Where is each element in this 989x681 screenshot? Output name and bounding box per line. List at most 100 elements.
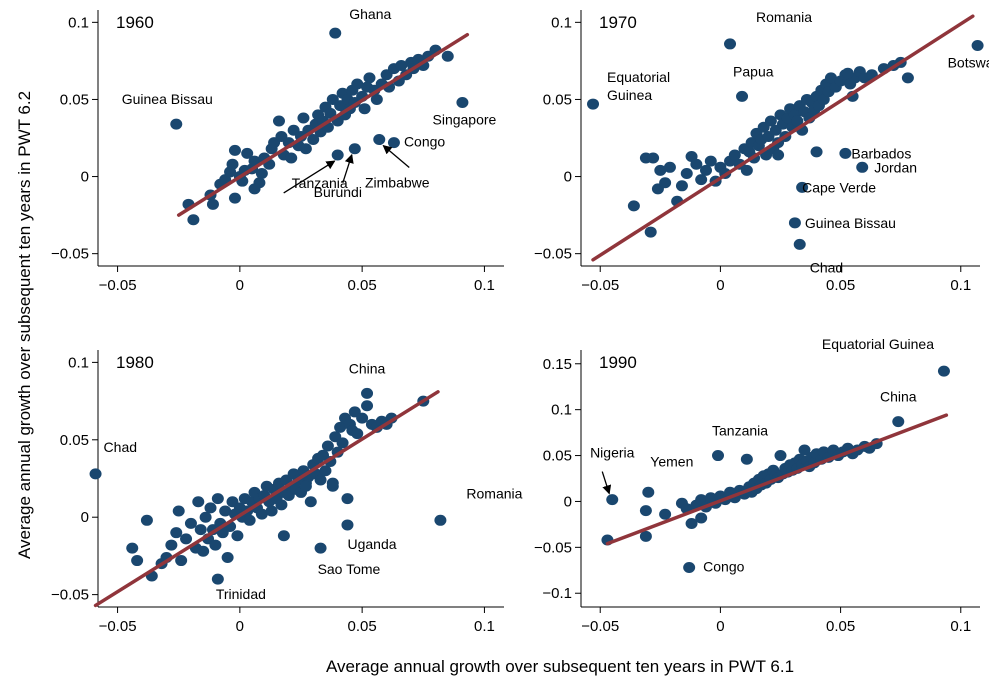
point-label: Burundi xyxy=(314,184,362,200)
point-label: Singapore xyxy=(433,112,497,128)
panel-year: 1960 xyxy=(116,13,154,32)
data-point xyxy=(370,93,383,105)
data-point xyxy=(275,499,288,511)
data-point xyxy=(187,214,200,226)
point-label: Equatorial Guinea xyxy=(822,336,934,352)
data-point xyxy=(277,530,290,542)
data-point xyxy=(675,180,688,192)
labeled-data-point xyxy=(170,118,183,130)
data-point xyxy=(226,158,239,170)
labeled-data-point xyxy=(606,494,619,506)
data-point xyxy=(324,107,337,119)
data-point xyxy=(180,533,193,545)
data-point xyxy=(764,115,777,127)
data-point xyxy=(165,539,178,551)
data-point xyxy=(299,143,312,155)
point-label: Congo xyxy=(703,559,744,575)
data-point xyxy=(272,115,285,127)
x-tick-label: −0.05 xyxy=(581,618,619,635)
labeled-data-point xyxy=(736,90,749,102)
y-tick-label: −0.05 xyxy=(534,539,572,556)
x-tick-label: 0 xyxy=(236,277,244,294)
x-tick-label: 0.05 xyxy=(826,618,855,635)
data-point xyxy=(647,152,660,164)
labeled-data-point xyxy=(341,519,354,531)
data-point xyxy=(184,517,197,529)
data-point xyxy=(243,514,256,526)
data-point xyxy=(131,555,144,567)
x-tick-label: 0.05 xyxy=(348,277,377,294)
point-label: Tanzania xyxy=(712,423,768,439)
data-point xyxy=(192,496,205,508)
panel-year: 1970 xyxy=(599,13,637,32)
data-point xyxy=(175,555,188,567)
point-label: Chad xyxy=(810,259,843,275)
labeled-data-point xyxy=(937,365,950,377)
data-point xyxy=(358,103,371,115)
data-point xyxy=(297,112,310,124)
data-point xyxy=(304,496,317,508)
data-point xyxy=(740,453,753,465)
x-tick-label: 0.1 xyxy=(950,618,971,635)
panel-year: 1980 xyxy=(116,353,154,372)
labeled-data-point xyxy=(434,514,447,526)
panel-1990: −0.05 0 0.05 0.1 −0.1 −0.05 0 0.05 0.1 0.15 1990 Eq… xyxy=(534,336,980,635)
data-point xyxy=(255,508,268,520)
point-label: China xyxy=(349,360,386,376)
data-point xyxy=(221,551,234,563)
y-tick-label: 0.1 xyxy=(551,402,572,419)
data-point xyxy=(351,78,364,90)
labeled-data-point xyxy=(587,98,600,110)
y-tick-label: 0.05 xyxy=(543,91,572,108)
data-point xyxy=(824,72,837,84)
panel-1960: −0.05 0 0.05 0.1 −0.05 0 0.05 0.1 1960 Ghana Guine… xyxy=(51,6,504,294)
data-point xyxy=(663,161,676,173)
y-tick-label: 0.1 xyxy=(68,354,89,371)
x-tick-label: 0 xyxy=(716,618,724,635)
data-point xyxy=(140,514,153,526)
y-tick-label: 0.1 xyxy=(551,14,572,31)
y-tick-label: 0 xyxy=(564,493,572,510)
annotation-arrow xyxy=(382,144,410,169)
labeled-data-point xyxy=(373,134,386,146)
data-point xyxy=(307,134,320,146)
y-tick-label: 0.05 xyxy=(60,91,89,108)
labeled-data-point xyxy=(361,387,374,399)
data-point xyxy=(231,530,244,542)
data-point xyxy=(197,545,210,557)
data-point xyxy=(659,508,672,520)
data-point xyxy=(798,444,811,456)
y-tick-label: 0.1 xyxy=(68,14,89,31)
point-label: Congo xyxy=(404,134,445,150)
annotation-arrow xyxy=(342,153,354,183)
data-point xyxy=(728,149,741,161)
labeled-data-point xyxy=(683,562,696,574)
point-label: Papua xyxy=(733,63,774,79)
data-point xyxy=(356,412,369,424)
data-point xyxy=(334,421,347,433)
data-point xyxy=(791,115,804,127)
y-tick-label: 0.15 xyxy=(543,356,572,373)
labeled-data-point xyxy=(331,149,344,161)
data-point xyxy=(170,527,183,539)
data-point xyxy=(639,505,652,517)
labeled-data-point xyxy=(387,137,400,149)
data-point xyxy=(321,440,334,452)
data-point xyxy=(395,60,408,72)
data-point xyxy=(695,174,708,186)
x-tick-label: −0.05 xyxy=(581,277,619,294)
data-point xyxy=(285,152,298,164)
data-point xyxy=(699,164,712,176)
x-tick-label: 0.1 xyxy=(474,277,495,294)
data-point xyxy=(644,226,657,238)
x-tick-label: 0 xyxy=(716,277,724,294)
fit-line xyxy=(93,390,440,608)
data-point xyxy=(228,144,241,156)
y-tick-label: −0.1 xyxy=(542,585,572,602)
labeled-data-point xyxy=(839,147,852,159)
data-point xyxy=(255,167,268,179)
y-tick-label: 0 xyxy=(81,169,89,186)
data-point xyxy=(774,450,787,462)
x-tick-label: −0.05 xyxy=(99,618,137,635)
